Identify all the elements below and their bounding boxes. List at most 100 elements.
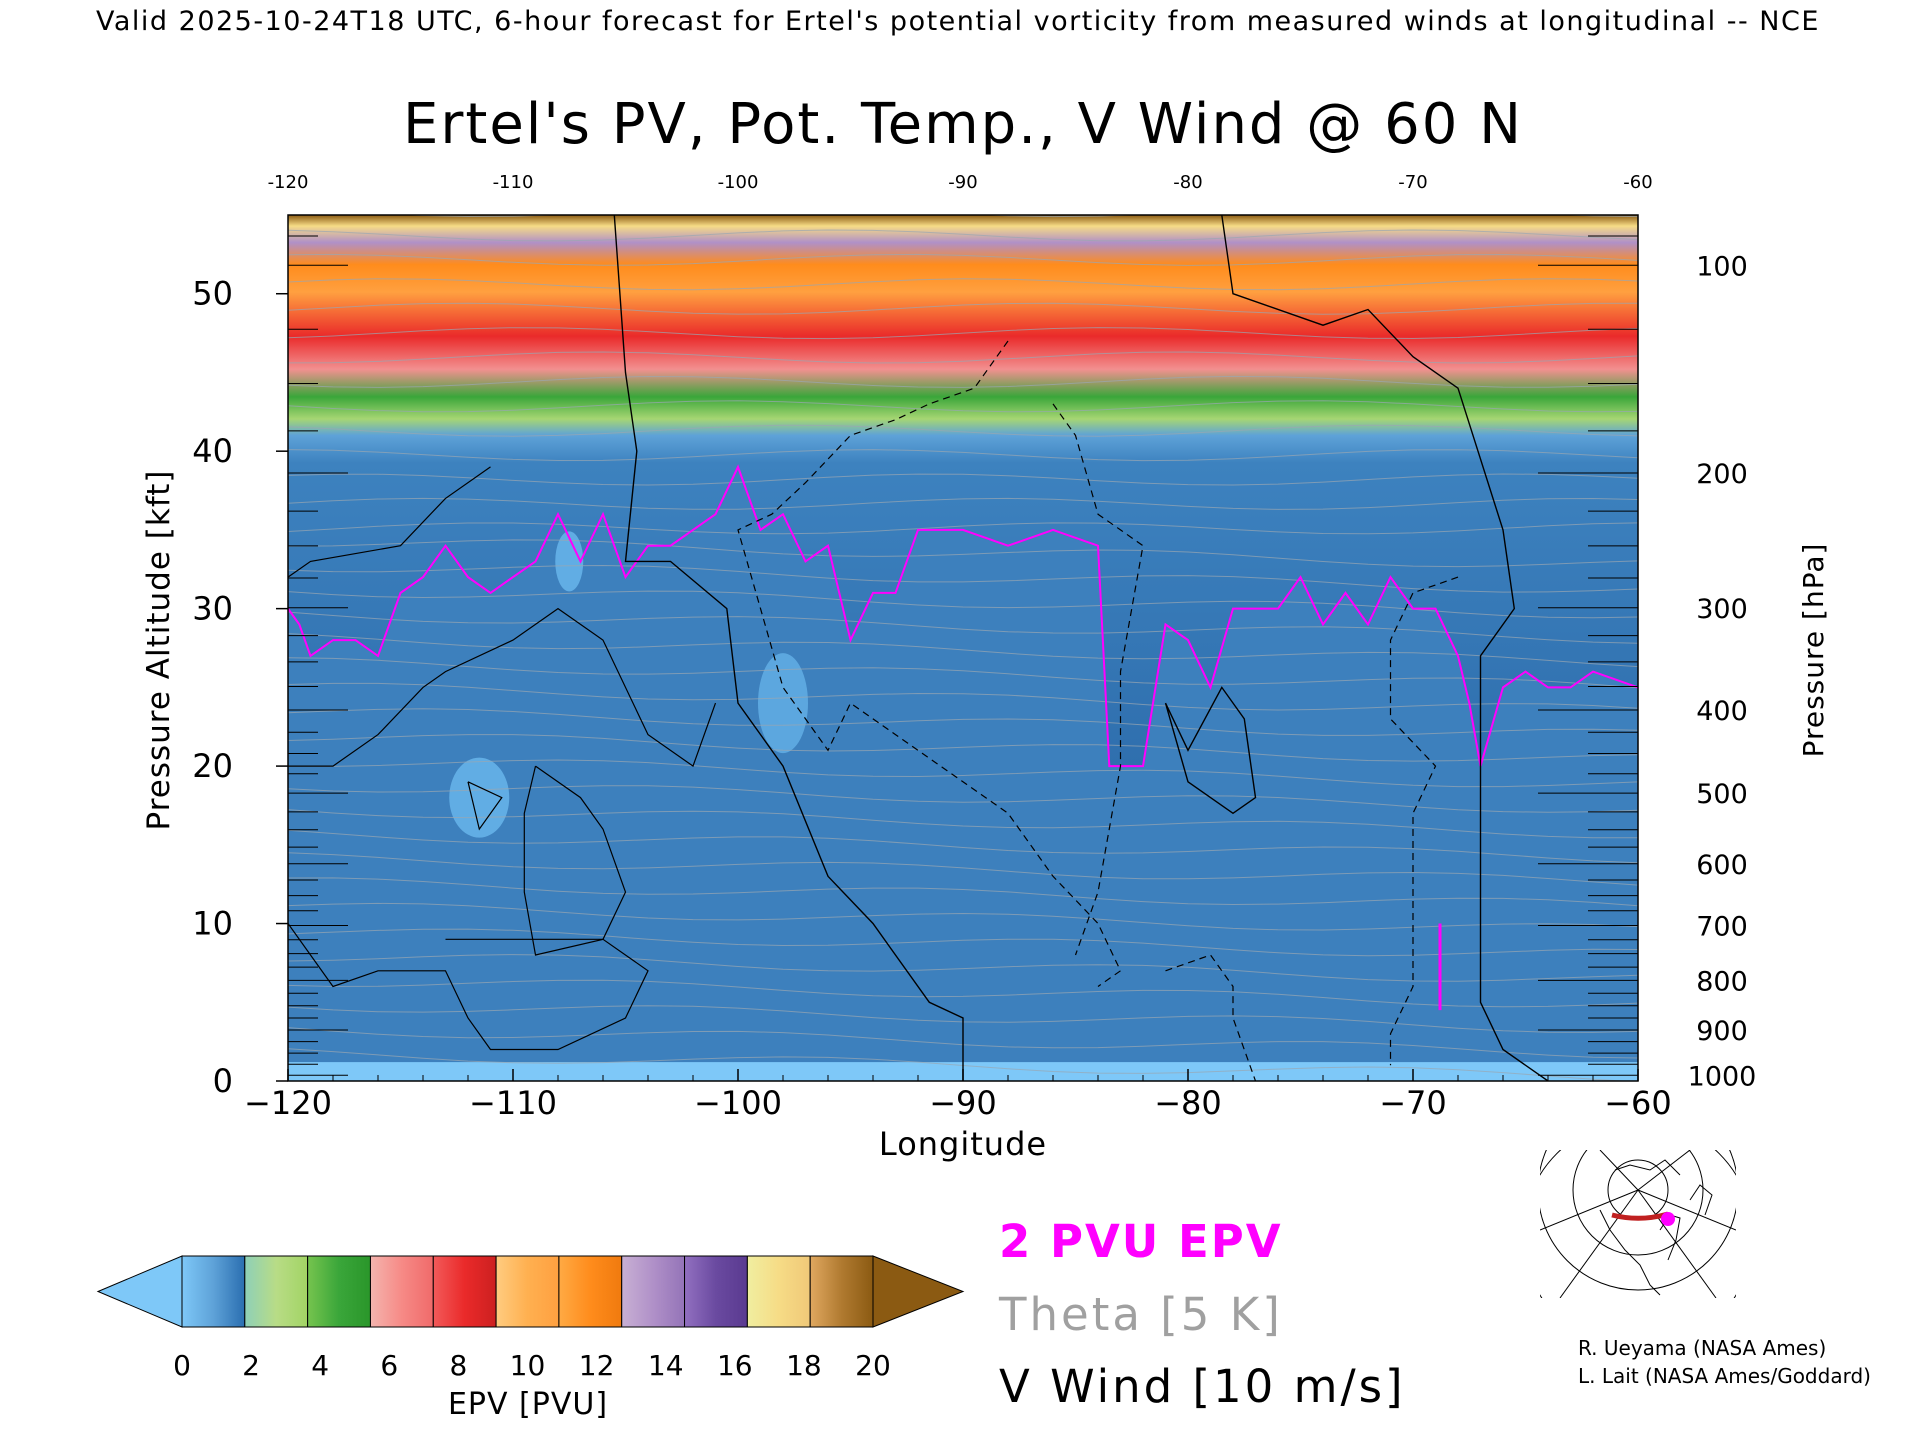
theta-contour [288,682,1638,711]
legend-theta: Theta [5 K] [998,1288,1283,1341]
colorbar-band [181,1255,246,1328]
colorbar: 0 2 4 6 8 10 12 14 16 18 20 [96,1255,965,1382]
colorbar-band [809,1255,874,1328]
y-tick-label: 0 [213,1062,233,1100]
v-wind-contour-negative [1165,954,1257,1081]
theta-contour [288,954,1638,982]
colorbar-band [432,1255,497,1328]
theta-contour [288,278,1638,291]
pressure-tick-label: 1000 [1688,1061,1757,1092]
theta-contour [288,302,1638,315]
colorbar-tick-label: 14 [648,1349,684,1382]
colorbar-under-arrow [96,1255,183,1328]
pressure-tick-label: 200 [1696,459,1748,490]
theta-contour [288,473,1638,486]
x-axis-label: Longitude [879,1125,1047,1163]
theta-contour [288,351,1638,364]
y-axis-right: 100 200 300 400 500 600 700 800 900 1000 [1688,251,1757,1092]
map-marker [1661,1212,1675,1226]
colorbar-band [369,1255,434,1328]
pressure-tick-label: 900 [1696,1016,1748,1047]
v-wind-contour-positive [467,781,503,831]
top-tick-label: -100 [718,172,759,193]
chart-title: Ertel's PV, Pot. Temp., V Wind @ 60 N [403,92,1523,157]
pressure-tick-label: 400 [1696,696,1748,727]
colorbar-band [307,1255,371,1328]
top-tick-label: -70 [1398,172,1427,193]
y-axis-left: 0 10 20 30 40 50 [192,275,288,1100]
theta-contour [288,497,1638,510]
light-patch [758,653,808,754]
light-patch [555,531,584,592]
legend-2pvu: 2 PVU EPV [999,1215,1283,1268]
top-tick-label: -80 [1173,172,1202,193]
theta-contour [288,424,1638,437]
colorbar-band [244,1255,309,1328]
colorbar-tick-label: 6 [380,1349,398,1382]
pressure-tick-label: 700 [1696,911,1748,942]
pressure-tick-label: 800 [1696,966,1748,997]
credit-line-2: L. Lait (NASA Ames/Goddard) [1578,1364,1871,1388]
y-axis-label-right: Pressure [hPa] [1797,543,1830,758]
theta-contour [288,708,1638,736]
v-wind-contour-positive [288,607,717,768]
pressure-tick-label: 100 [1696,251,1748,282]
v-wind-contour-zero [1221,215,1549,1081]
colorbar-band [558,1255,623,1328]
top-tick-label: -90 [948,172,977,193]
locator-map [1540,1150,1736,1298]
v-wind-contour-zero [1164,686,1257,815]
pressure-minor-ticks-left [288,235,348,1076]
theta-contour [288,657,1638,689]
pv-2pvu-layer [288,464,1638,1011]
x-tick-label: −100 [694,1084,782,1122]
theta-contour [288,829,1638,864]
y-tick-label: 10 [192,905,233,943]
theta-contour [288,611,1638,644]
x-tick-label: −60 [1604,1084,1672,1122]
pv-2pvu-contour [288,464,1638,768]
y-tick-label: 40 [192,432,233,470]
colorbar-band [684,1255,748,1328]
v-wind-contour-positive [288,466,491,578]
top-tick-label: -60 [1623,172,1652,193]
theta-contour [288,253,1638,266]
y-tick-label: 50 [192,275,233,313]
colorbar-band [746,1255,811,1328]
theta-contour [288,785,1638,813]
theta-contour [288,734,1638,762]
v-wind-contour-positive [288,923,649,1051]
x-tick-label: −120 [244,1084,332,1122]
colorbar-label: EPV [PVU] [448,1387,608,1422]
legend-vwind: V Wind [10 m/s] [999,1360,1406,1413]
theta-contour [400,215,1638,218]
top-tick-label: -120 [268,172,309,193]
top-axis: -120 -110 -100 -90 -80 -70 -60 [268,172,1653,193]
pressure-tick-label: 500 [1696,779,1748,810]
theta-contour [288,852,1638,886]
colorbar-tick-label: 20 [855,1349,891,1382]
colorbar-tick-label: 10 [510,1349,546,1382]
pressure-tick-label: 300 [1696,594,1748,625]
x-tick-label: −90 [929,1084,997,1122]
colorbar-tick-label: 2 [242,1349,260,1382]
plot-area [288,215,1638,1081]
colorbar-tick-label: 8 [449,1349,467,1382]
v-wind-contour-negative [737,340,1122,987]
theta-contour [288,375,1638,388]
theta-contour [288,449,1638,462]
v-wind-contour-negative [1389,576,1459,1066]
colorbar-tick-label: 0 [173,1349,191,1382]
theta-contour [288,759,1638,788]
v-wind-contour-zero [613,215,964,1081]
theta-contour [288,229,1638,242]
top-tick-label: -110 [493,172,534,193]
colorbar-tick-label: 18 [786,1349,822,1382]
theta-contour [288,327,1638,340]
x-tick-label: −110 [469,1084,557,1122]
theta-contour [288,979,1638,1008]
x-tick-label: −80 [1154,1084,1222,1122]
light-patch [449,757,510,838]
theta-contour [288,877,1638,907]
